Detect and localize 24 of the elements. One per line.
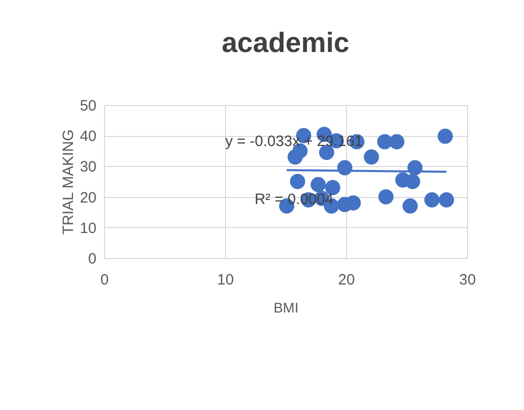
y-tick-label: 30 xyxy=(80,158,96,176)
x-tick-label: 10 xyxy=(217,272,234,288)
point xyxy=(424,192,440,208)
y-axis-title: TRIAL MAKING xyxy=(60,129,77,235)
point xyxy=(378,189,394,204)
point xyxy=(438,192,454,208)
point xyxy=(364,149,379,165)
y-tick-label: 10 xyxy=(80,220,96,237)
x-tick-label: 0 xyxy=(100,272,109,288)
point xyxy=(438,128,453,144)
y-tick-label: 0 xyxy=(88,250,96,268)
point xyxy=(290,174,306,190)
chart-title: academic xyxy=(222,27,350,58)
y-tick-label: 50 xyxy=(80,98,96,114)
point xyxy=(389,134,404,150)
point xyxy=(402,198,418,214)
y-tick-label: 40 xyxy=(80,128,96,146)
y-tick-label: 20 xyxy=(80,189,96,206)
x-axis-title: BMI xyxy=(274,300,298,316)
x-tick-label: 20 xyxy=(338,272,355,288)
x-tick-label: 30 xyxy=(459,272,476,288)
point xyxy=(310,176,326,192)
point xyxy=(288,149,303,165)
point xyxy=(325,180,340,196)
